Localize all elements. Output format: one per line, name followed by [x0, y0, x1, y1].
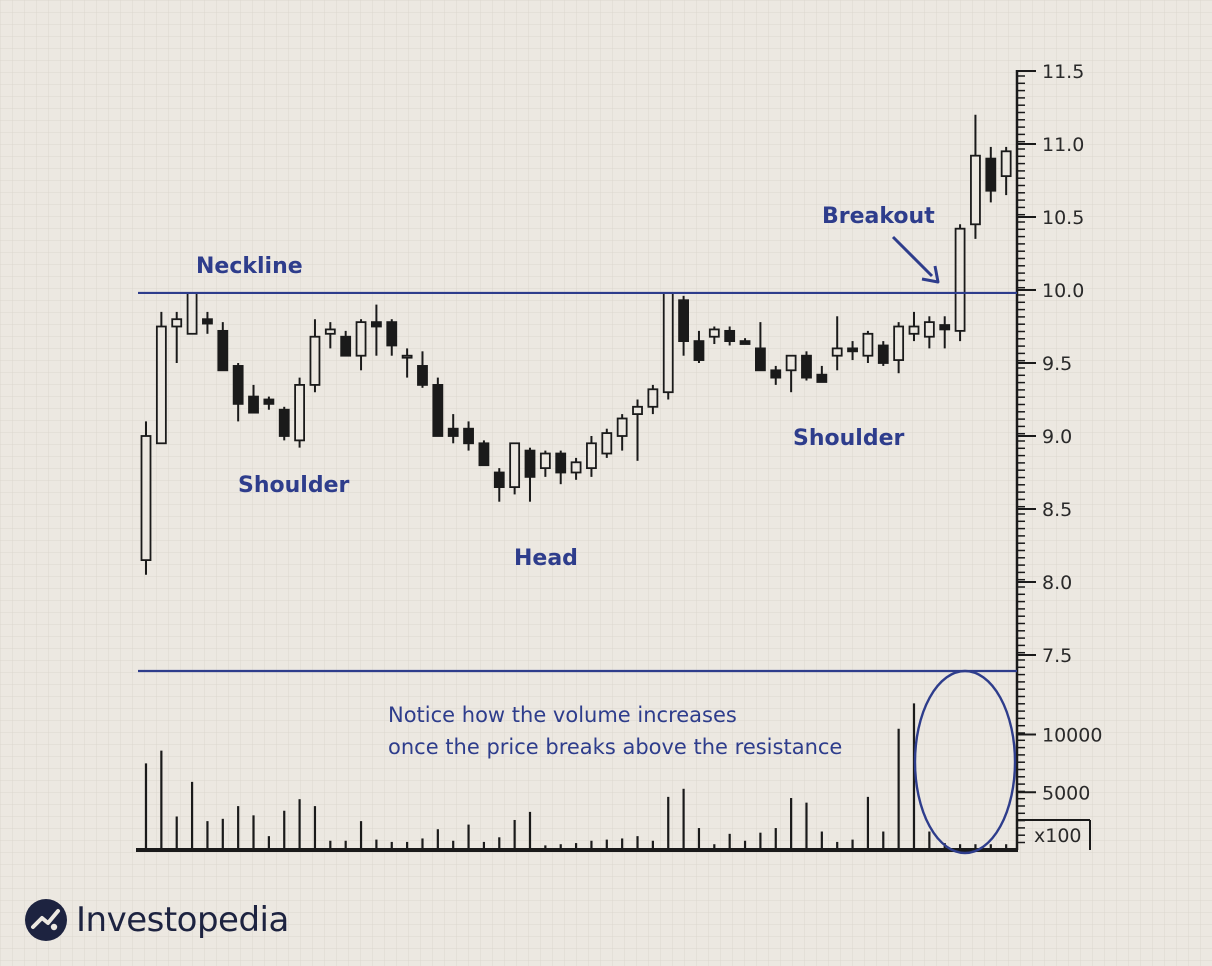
bullish-candle-body: [970, 154, 981, 226]
volume-unit-label: x100: [1034, 825, 1082, 847]
bearish-candle-body: [678, 299, 689, 343]
bearish-candle-body: [248, 395, 259, 414]
volume-axis-ticks: 10000 5000: [1017, 725, 1102, 804]
bullish-candle-body: [601, 432, 613, 455]
volume-note-line1: Notice how the volume increases: [388, 703, 737, 727]
bullish-candle-body: [539, 452, 551, 470]
bullish-candle-body: [647, 388, 659, 408]
bearish-candle-body: [432, 383, 444, 437]
bearish-candle-body: [739, 340, 751, 345]
bullish-candle-body: [862, 332, 874, 357]
price-tick-label: 10.5: [1042, 207, 1084, 229]
breakout-arrow-head: [921, 265, 940, 284]
bearish-candle-body: [724, 329, 736, 343]
bullish-candle-body: [140, 435, 152, 561]
bearish-candle-body: [386, 321, 398, 347]
bullish-candle-body: [324, 328, 336, 335]
price-tick-label: 11.5: [1042, 61, 1084, 83]
head-label: Head: [514, 546, 578, 571]
bearish-candle-body: [755, 347, 766, 372]
right-shoulder-label: Shoulder: [793, 426, 904, 451]
bearish-candle-body: [770, 369, 782, 379]
price-tick-label: 11.0: [1042, 134, 1084, 156]
bearish-candle-body: [801, 354, 812, 379]
price-tick-label: 9.5: [1042, 353, 1072, 375]
price-tick-label: 8.0: [1042, 572, 1072, 594]
bullish-candle-body: [708, 328, 720, 338]
investopedia-logo-icon: [25, 899, 67, 941]
bullish-candle-body: [509, 442, 521, 488]
bearish-candle-body: [478, 442, 490, 467]
price-tick-label: 10.0: [1042, 280, 1084, 302]
candlestick-series: [140, 114, 1012, 575]
bullish-candle-body: [155, 325, 167, 445]
bullish-candle-body: [294, 383, 306, 442]
bearish-candle-body: [217, 329, 229, 372]
bullish-candle-body: [632, 405, 643, 415]
brand-name: Investopedia: [76, 900, 289, 940]
bullish-candle-body: [309, 335, 321, 386]
overlays: [138, 235, 1017, 855]
volume-highlight-ellipse: [913, 669, 1017, 855]
price-tick-label: 9.0: [1042, 426, 1072, 448]
volume-note-line2: once the price breaks above the resistan…: [388, 735, 842, 759]
bearish-candle-body: [370, 321, 382, 328]
bearish-candle-body: [232, 365, 244, 405]
bearish-candle-body: [417, 365, 428, 386]
bearish-candle-body: [816, 373, 828, 383]
bearish-candle-body: [985, 157, 997, 192]
bullish-candle-body: [401, 354, 413, 359]
bullish-candle-body: [662, 292, 674, 394]
bearish-candle-body: [263, 398, 275, 405]
bearish-candle-body: [202, 318, 213, 325]
volume-tick-label: 5000: [1042, 782, 1090, 804]
bearish-candle-body: [877, 344, 889, 364]
volume-tick-label: 10000: [1042, 725, 1102, 747]
breakout-label: Breakout: [822, 204, 935, 229]
breakout-arrow-shaft: [891, 235, 934, 278]
bullish-candle-body: [923, 321, 935, 338]
volume-series: [144, 703, 1008, 850]
price-tick-label: 7.5: [1042, 645, 1072, 667]
bearish-candle-body: [524, 449, 536, 478]
bearish-candle-body: [463, 427, 474, 445]
neckline-label: Neckline: [196, 254, 303, 279]
bullish-candle-body: [1000, 150, 1012, 178]
bullish-candle-body: [831, 347, 843, 357]
bullish-candle-body: [570, 461, 582, 474]
left-shoulder-label: Shoulder: [238, 473, 349, 498]
bullish-candle-body: [954, 227, 966, 332]
price-tick-label: 8.5: [1042, 499, 1072, 521]
bullish-candle-body: [355, 321, 367, 357]
bearish-candle-body: [447, 427, 459, 437]
bearish-candle-body: [555, 452, 567, 474]
brand-logo: Investopedia: [24, 893, 289, 947]
bearish-candle-body: [278, 408, 290, 437]
bearish-candle-body: [340, 335, 352, 357]
bearish-candle-body: [693, 340, 705, 361]
bullish-candle-body: [616, 417, 628, 437]
bearish-candle-body: [939, 324, 951, 331]
bearish-candle-body: [493, 471, 505, 488]
bearish-candle-body: [847, 347, 858, 353]
price-axis-ticks: 11.5 11.0 10.5 10.0 9.5 9.0 8.5 8.0 7.5: [1017, 61, 1084, 667]
bullish-candle-body: [171, 318, 183, 328]
bullish-candle-body: [186, 292, 198, 335]
bullish-candle-body: [586, 442, 597, 470]
bullish-candle-body: [893, 325, 905, 361]
bullish-candle-body: [908, 325, 920, 335]
bullish-candle-body: [785, 354, 797, 372]
